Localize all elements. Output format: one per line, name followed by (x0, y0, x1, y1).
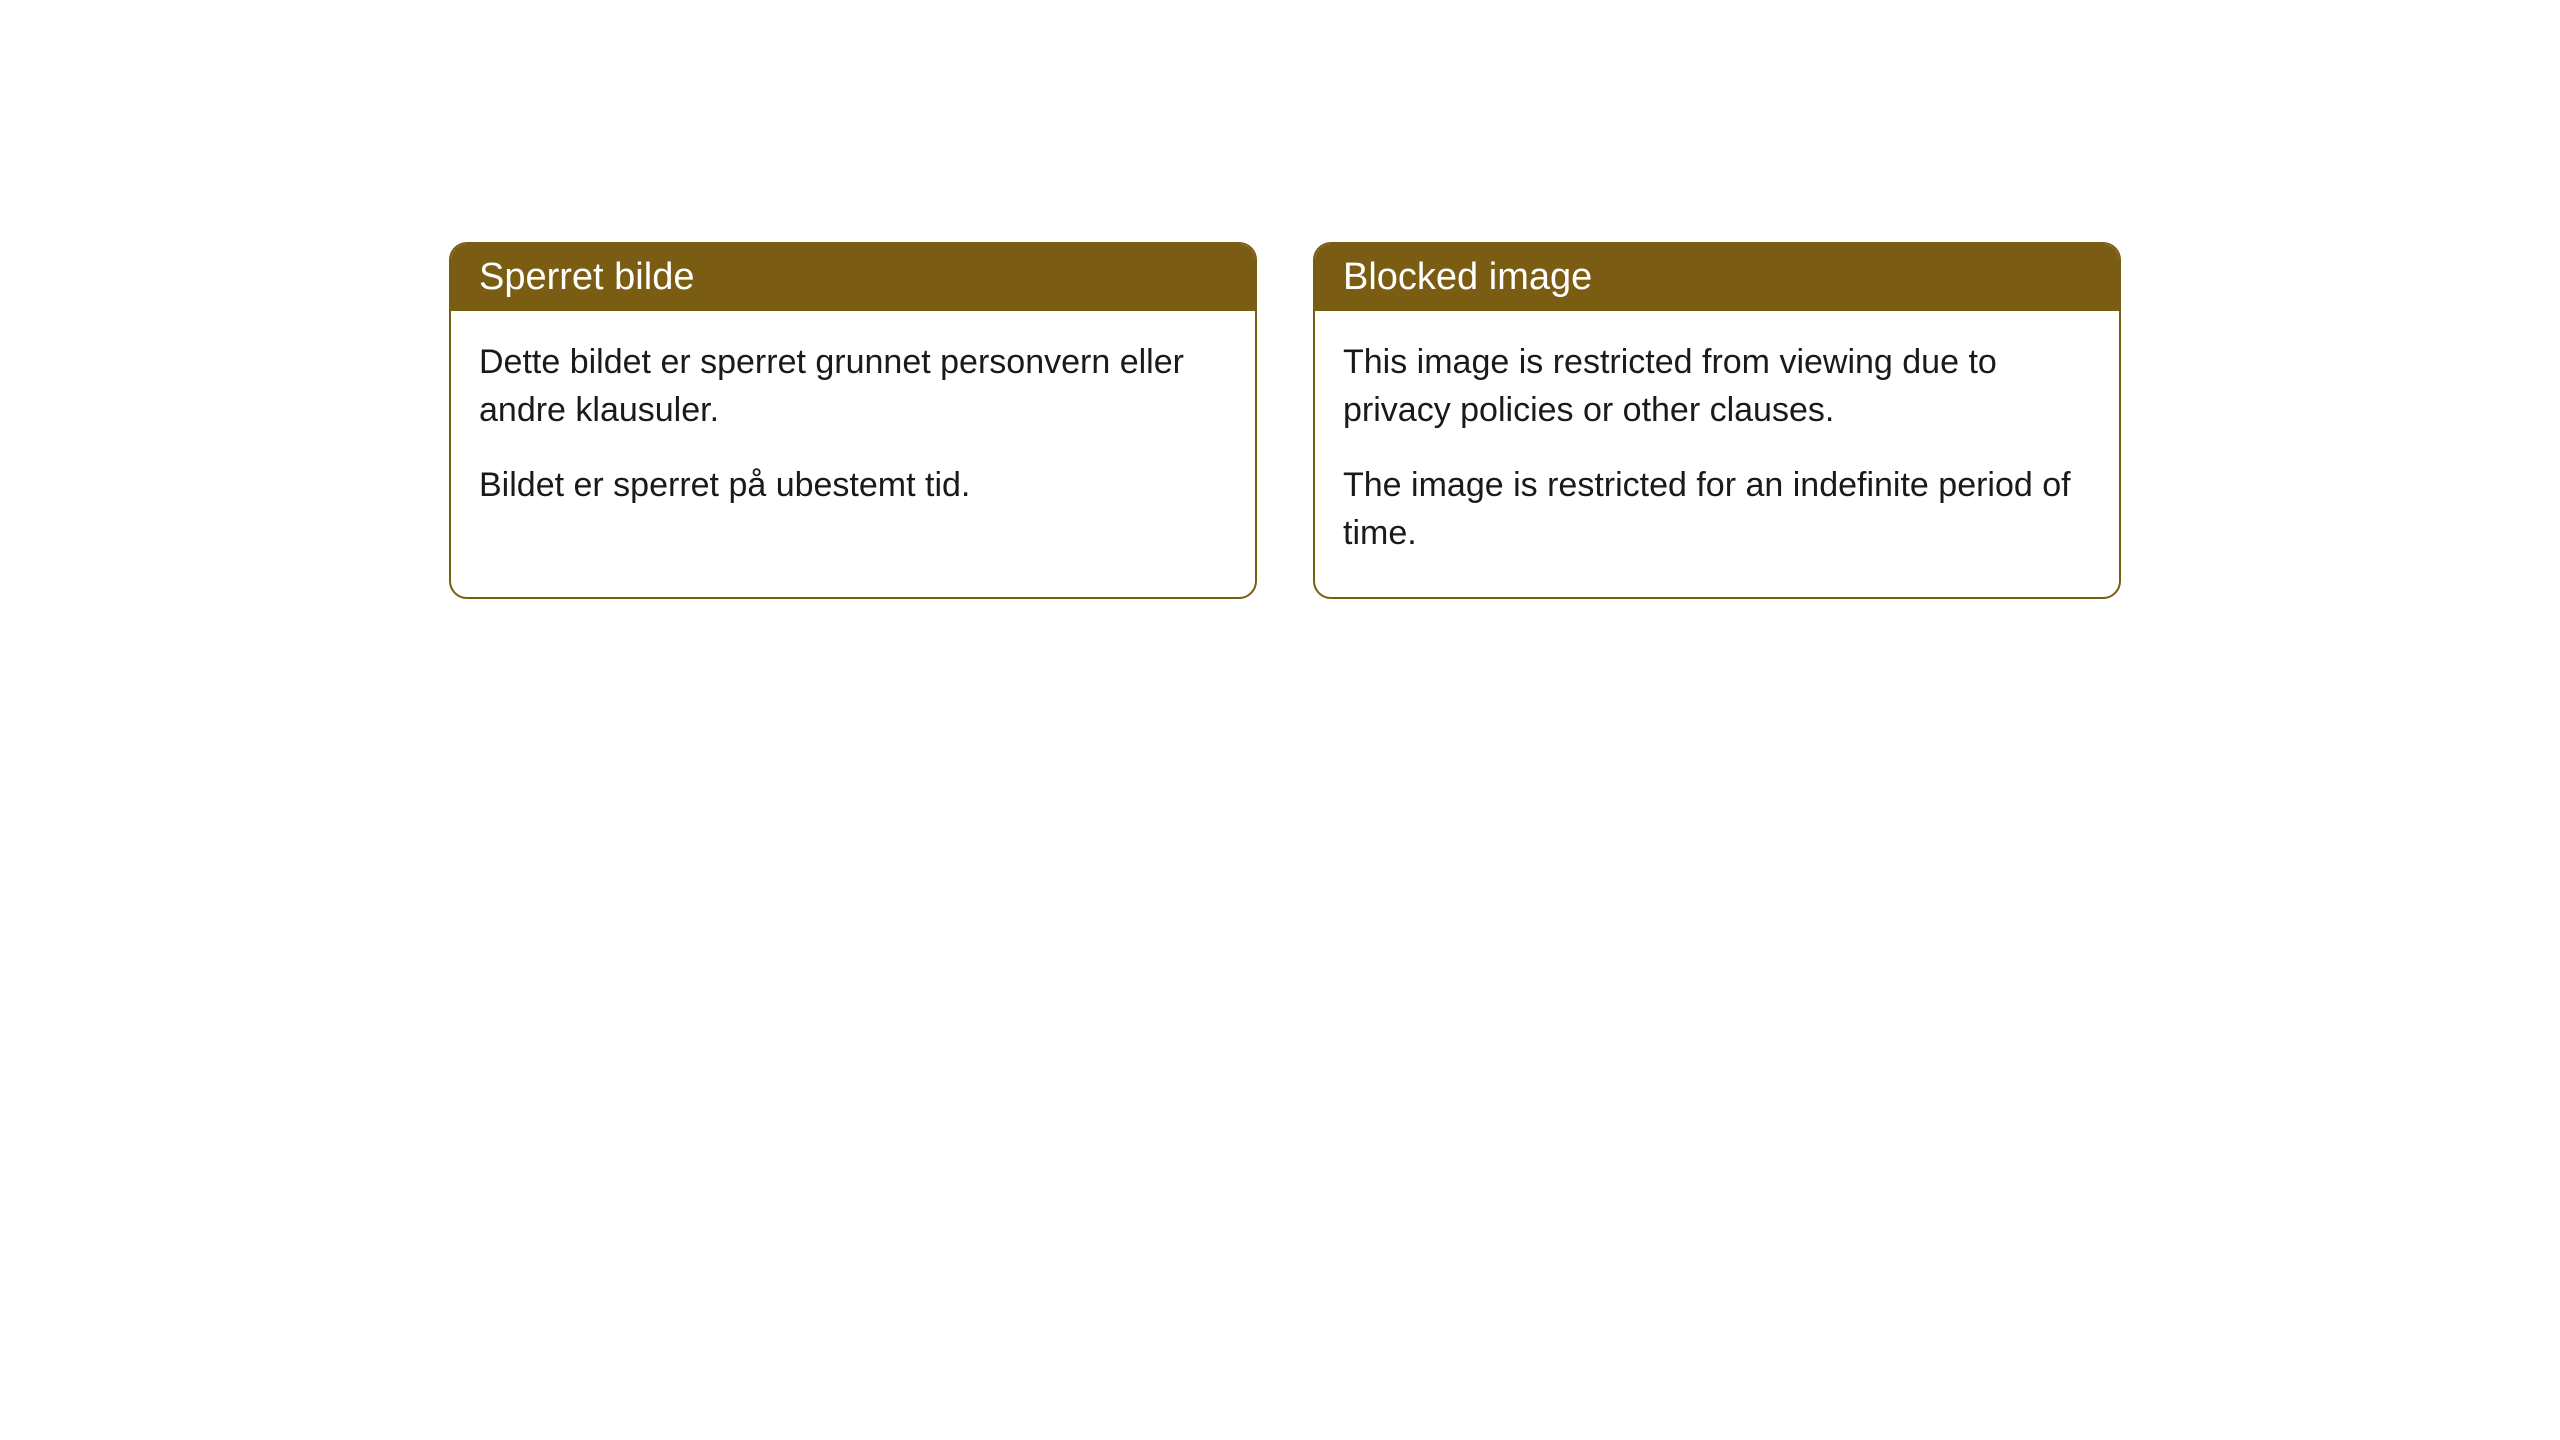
card-header-english: Blocked image (1315, 244, 2119, 311)
card-paragraph: Dette bildet er sperret grunnet personve… (479, 339, 1227, 434)
card-paragraph: Bildet er sperret på ubestemt tid. (479, 462, 1227, 510)
card-title: Blocked image (1343, 256, 1592, 298)
card-body-norwegian: Dette bildet er sperret grunnet personve… (451, 311, 1255, 550)
card-paragraph: This image is restricted from viewing du… (1343, 339, 2091, 434)
card-paragraph: The image is restricted for an indefinit… (1343, 462, 2091, 557)
notice-card-norwegian: Sperret bilde Dette bildet er sperret gr… (449, 242, 1257, 599)
card-header-norwegian: Sperret bilde (451, 244, 1255, 311)
notice-card-english: Blocked image This image is restricted f… (1313, 242, 2121, 599)
card-body-english: This image is restricted from viewing du… (1315, 311, 2119, 597)
notice-cards-container: Sperret bilde Dette bildet er sperret gr… (449, 242, 2121, 599)
card-title: Sperret bilde (479, 256, 694, 298)
